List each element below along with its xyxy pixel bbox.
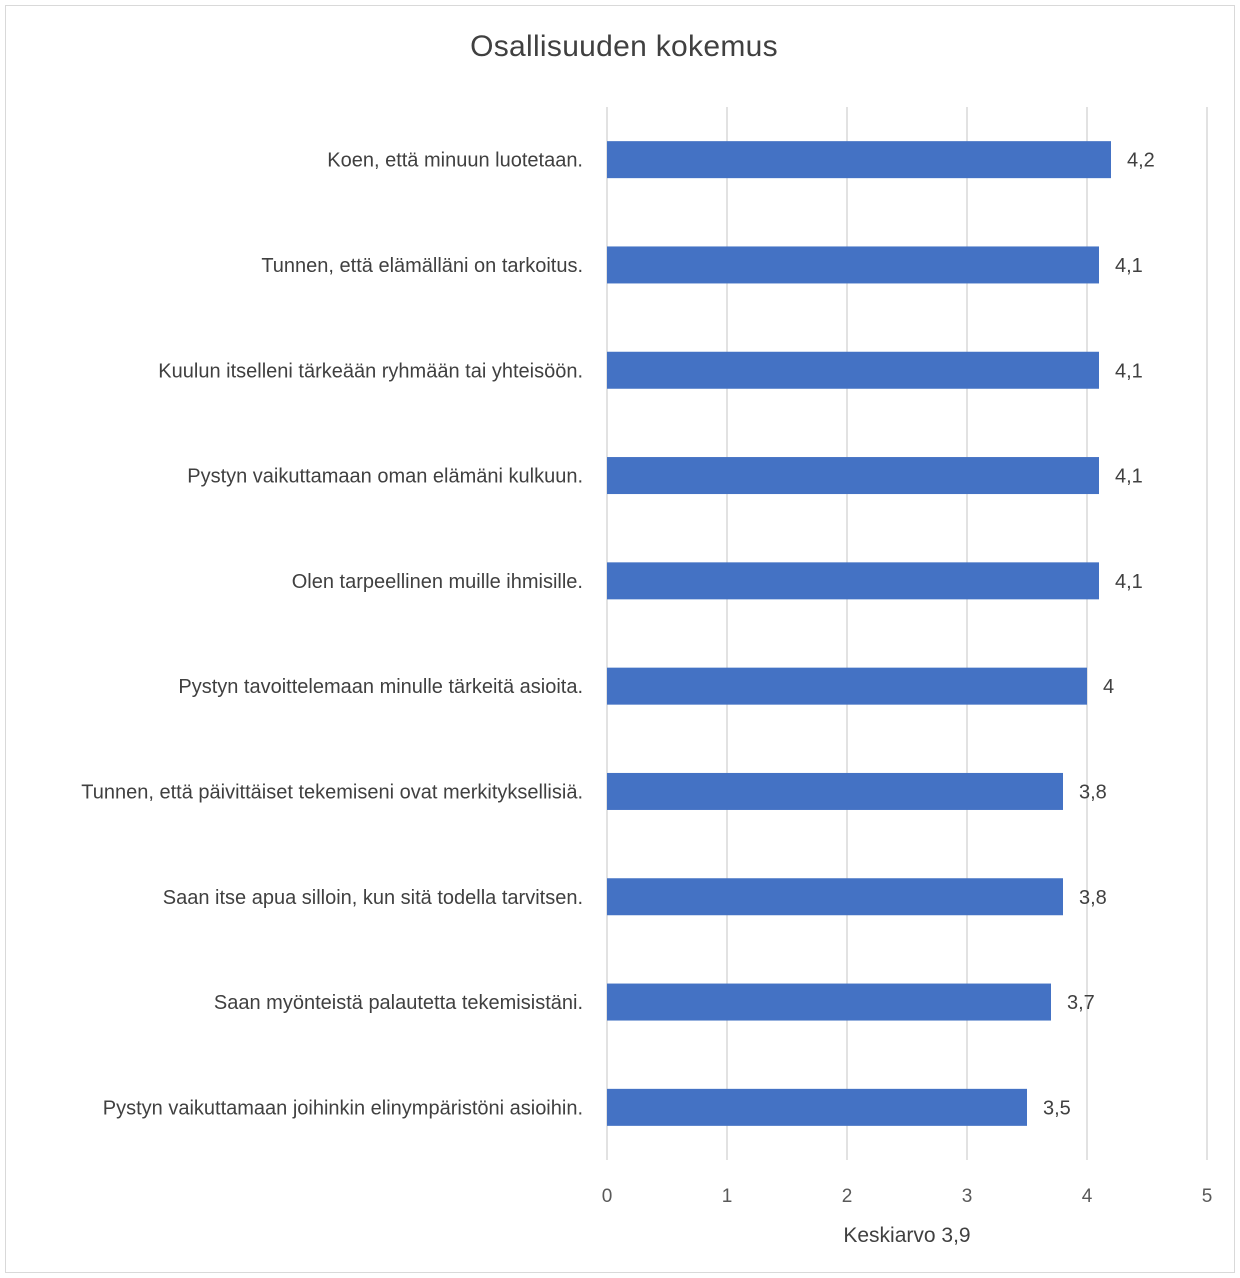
value-label: 4,1 <box>1115 571 1143 593</box>
value-label: 3,5 <box>1043 1097 1071 1119</box>
bar <box>607 457 1099 495</box>
category-label: Saan itse apua silloin, kun sitä todella… <box>163 887 583 909</box>
x-tick-label: 1 <box>722 1186 733 1207</box>
bar <box>607 141 1111 179</box>
category-label: Olen tarpeellinen muille ihmisille. <box>292 571 583 593</box>
bar <box>607 983 1051 1021</box>
bar <box>607 1088 1027 1126</box>
category-label: Pystyn tavoittelemaan minulle tärkeitä a… <box>178 676 583 698</box>
x-tick-label: 5 <box>1202 1186 1213 1207</box>
bar <box>607 772 1063 810</box>
value-label: 3,7 <box>1067 992 1095 1014</box>
bar <box>607 878 1063 916</box>
category-label: Kuulun itselleni tärkeään ryhmään tai yh… <box>158 360 583 382</box>
bar <box>607 667 1087 705</box>
x-tick-label: 0 <box>602 1186 613 1207</box>
value-label: 3,8 <box>1079 887 1107 909</box>
value-label: 4,2 <box>1127 150 1155 172</box>
value-label: 4,1 <box>1115 255 1143 277</box>
x-tick-label: 4 <box>1082 1186 1093 1207</box>
bar <box>607 246 1099 284</box>
x-axis-title: Keskiarvo 3,9 <box>843 1224 970 1247</box>
category-label: Saan myönteistä palautetta tekemisistäni… <box>214 992 583 1014</box>
value-label: 4,1 <box>1115 360 1143 382</box>
value-label: 4 <box>1103 676 1114 698</box>
value-label: 4,1 <box>1115 466 1143 488</box>
x-tick-label: 2 <box>842 1186 853 1207</box>
category-label: Pystyn vaikuttamaan oman elämäni kulkuun… <box>187 466 583 488</box>
bar <box>607 562 1099 600</box>
category-label: Tunnen, että elämälläni on tarkoitus. <box>261 255 583 277</box>
category-label: Tunnen, että päivittäiset tekemiseni ova… <box>81 781 583 803</box>
x-tick-label: 3 <box>962 1186 973 1207</box>
chart-frame <box>5 5 1235 1273</box>
chart-title: Osallisuuden kokemus <box>470 30 778 63</box>
value-label: 3,8 <box>1079 781 1107 803</box>
bar <box>607 351 1099 389</box>
category-label: Koen, että minuun luotetaan. <box>327 150 583 172</box>
category-label: Pystyn vaikuttamaan joihinkin elinympäri… <box>103 1097 583 1119</box>
